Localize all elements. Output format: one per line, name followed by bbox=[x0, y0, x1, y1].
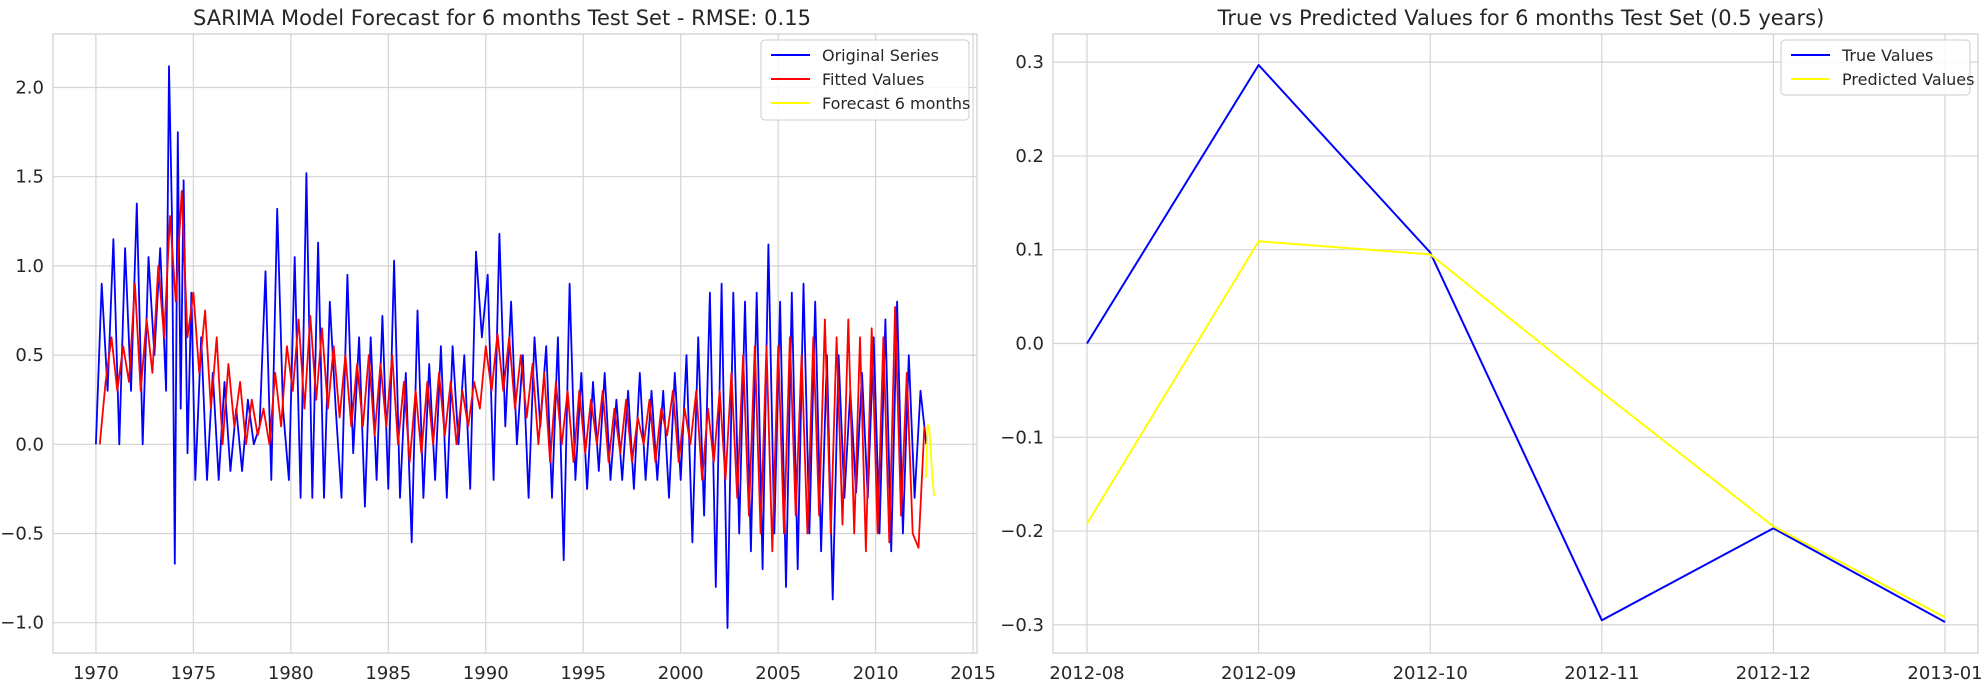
forecast-x-tick-label: 2015 bbox=[950, 663, 996, 684]
comparison-panel: True vs Predicted Values for 6 months Te… bbox=[1000, 6, 1982, 684]
forecast-y-tick-label: −0.5 bbox=[0, 523, 44, 544]
comparison-y-tick-label: 0.1 bbox=[1015, 240, 1044, 261]
forecast-y-tick-label: −1.0 bbox=[0, 613, 44, 634]
forecast-x-tick-label: 1980 bbox=[268, 663, 314, 684]
legend-label-true-values: True Values bbox=[1841, 46, 1933, 65]
comparison-y-tick-label: 0.3 bbox=[1015, 52, 1044, 73]
forecast-x-tick-label: 2010 bbox=[853, 663, 899, 684]
comparison-x-tick-label: 2012-10 bbox=[1393, 663, 1468, 684]
forecast-y-tick-label: 0.0 bbox=[15, 434, 44, 455]
forecast-x-tick-label: 2000 bbox=[658, 663, 704, 684]
legend-label-forecast: Forecast 6 months bbox=[822, 94, 970, 113]
forecast-y-tick-label: 1.0 bbox=[15, 256, 44, 277]
forecast-y-tick-label: 0.5 bbox=[15, 345, 44, 366]
forecast-series bbox=[95, 65, 935, 629]
comparison-x-tick-label: 2013-01 bbox=[1907, 663, 1982, 684]
series-line-predicted-values bbox=[1086, 240, 1946, 619]
comparison-y-tick-label: 0.2 bbox=[1015, 146, 1044, 167]
forecast-x-tick-label: 2005 bbox=[755, 663, 801, 684]
forecast-y-tick-label: 1.5 bbox=[15, 167, 44, 188]
comparison-x-tick-label: 2012-08 bbox=[1049, 663, 1124, 684]
comparison-y-tick-label: −0.3 bbox=[1000, 615, 1044, 636]
forecast-ticks: 1970 1975 1980 1985 1990 1995 2000 2005 2010 2015… bbox=[0, 78, 996, 684]
comparison-ticks: 2012-08 2012-09 2012-10 2012-11 2012-12 2013-… bbox=[1000, 52, 1982, 684]
forecast-panel: SARIMA Model Forecast for 6 months Test … bbox=[0, 6, 996, 684]
forecast-x-tick-label: 1975 bbox=[170, 663, 216, 684]
forecast-x-tick-label: 1995 bbox=[560, 663, 606, 684]
series-line-original-series bbox=[95, 65, 928, 629]
comparison-legend: True Values Predicted Values bbox=[1780, 39, 1974, 96]
series-line-true-values bbox=[1086, 64, 1946, 623]
comparison-x-tick-label: 2012-09 bbox=[1221, 663, 1296, 684]
comparison-x-tick-label: 2012-12 bbox=[1736, 663, 1811, 684]
forecast-plot-frame bbox=[52, 33, 978, 654]
legend-label-fitted-values: Fitted Values bbox=[822, 70, 924, 89]
forecast-legend-box bbox=[760, 39, 970, 121]
series-line-fitted-values bbox=[98, 190, 926, 553]
comparison-x-tick-label: 2012-11 bbox=[1564, 663, 1639, 684]
forecast-x-tick-label: 1990 bbox=[463, 663, 509, 684]
comparison-grid bbox=[1053, 34, 1978, 653]
forecast-x-tick-label: 1970 bbox=[73, 663, 119, 684]
comparison-panel-title: True vs Predicted Values for 6 months Te… bbox=[1217, 6, 1825, 30]
comparison-y-tick-label: −0.1 bbox=[1000, 427, 1044, 448]
forecast-panel-title: SARIMA Model Forecast for 6 months Test … bbox=[193, 6, 811, 30]
forecast-x-tick-label: 1985 bbox=[365, 663, 411, 684]
comparison-y-tick-label: 0.0 bbox=[1015, 334, 1044, 355]
legend-label-original-series: Original Series bbox=[822, 46, 939, 65]
comparison-y-tick-label: −0.2 bbox=[1000, 521, 1044, 542]
forecast-legend: Original Series Fitted Values Forecast 6… bbox=[760, 39, 970, 121]
comparison-legend-box bbox=[1780, 39, 1971, 96]
comparison-series bbox=[1086, 64, 1946, 623]
forecast-y-tick-label: 2.0 bbox=[15, 78, 44, 99]
legend-label-predicted-values: Predicted Values bbox=[1842, 70, 1974, 89]
series-line-forecast-6-months bbox=[925, 423, 935, 497]
